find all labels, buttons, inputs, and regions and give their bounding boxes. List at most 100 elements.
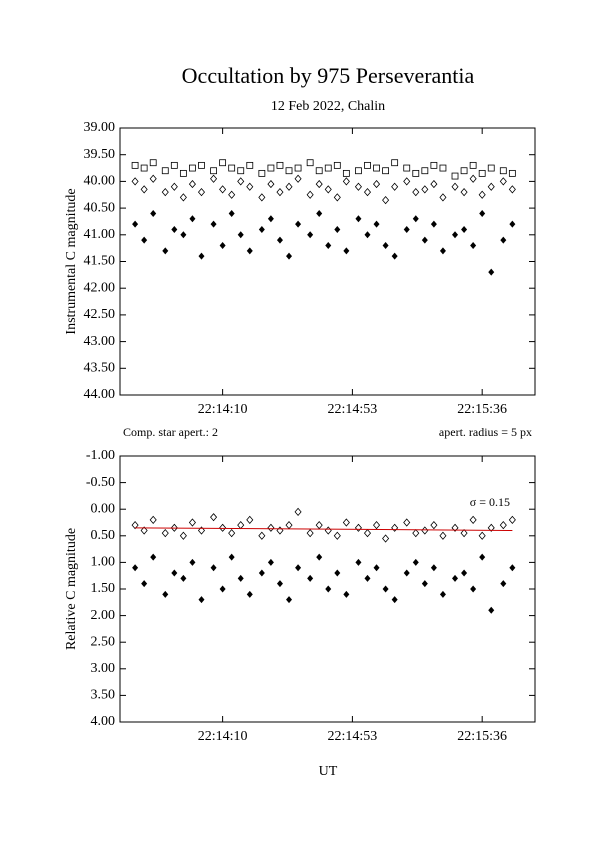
point <box>210 220 217 228</box>
chart-title: Occultation by 975 Perseverantia <box>182 63 475 88</box>
point <box>439 164 447 172</box>
point <box>294 507 302 516</box>
point <box>286 252 293 260</box>
point <box>197 187 206 197</box>
point <box>421 580 428 588</box>
y-tick-label: 4.00 <box>91 714 116 729</box>
point <box>509 564 516 572</box>
point <box>460 167 468 175</box>
point <box>355 167 362 175</box>
y-tick-label: 42.50 <box>84 307 116 322</box>
point <box>237 167 245 175</box>
point <box>488 606 495 614</box>
point <box>391 523 399 532</box>
y-tick-label: 1.00 <box>91 555 116 570</box>
point <box>316 553 323 561</box>
point <box>246 161 254 169</box>
point <box>452 574 459 582</box>
point <box>412 215 419 223</box>
point <box>460 187 468 197</box>
point <box>343 247 350 255</box>
point <box>487 523 495 532</box>
x-tick-label: 22:14:53 <box>328 729 378 744</box>
point <box>306 529 314 538</box>
x-tick-label: 22:14:10 <box>198 402 248 417</box>
point <box>141 236 148 244</box>
point <box>276 187 284 197</box>
point <box>179 531 187 540</box>
point <box>469 174 477 183</box>
point <box>439 531 447 540</box>
point <box>306 190 314 199</box>
point <box>188 179 196 189</box>
y-tick-label: 0.50 <box>91 528 116 543</box>
point <box>373 564 380 572</box>
point <box>364 574 371 582</box>
point <box>421 185 429 194</box>
y-tick-label: 2.50 <box>91 634 116 649</box>
point <box>267 215 274 223</box>
point <box>391 252 398 260</box>
point <box>140 185 148 194</box>
point <box>403 518 411 527</box>
point <box>161 167 169 175</box>
point <box>373 164 380 172</box>
y-tick-label: 43.00 <box>84 334 116 349</box>
point <box>412 187 420 197</box>
point <box>499 521 507 530</box>
point <box>131 161 139 169</box>
point <box>219 241 226 249</box>
point <box>373 179 381 189</box>
point <box>276 236 283 244</box>
point <box>162 590 169 598</box>
point <box>382 195 390 205</box>
point <box>197 526 206 535</box>
point <box>470 241 477 249</box>
point <box>325 585 332 593</box>
point <box>363 187 372 197</box>
point <box>391 159 399 167</box>
point <box>267 179 275 189</box>
point <box>333 193 341 202</box>
point <box>258 531 266 540</box>
point <box>364 161 371 169</box>
y-tick-label: 2.00 <box>91 608 116 623</box>
point <box>267 523 275 532</box>
y-tick-label: 1.50 <box>91 581 116 596</box>
point <box>391 596 398 604</box>
point <box>403 164 411 172</box>
point <box>354 182 362 191</box>
point <box>478 169 486 177</box>
point <box>295 564 302 572</box>
point <box>267 558 274 566</box>
point <box>430 161 438 169</box>
point <box>307 231 314 239</box>
point <box>219 185 227 194</box>
chart-subtitle: 12 Feb 2022, Chalin <box>271 99 385 114</box>
point <box>342 169 350 177</box>
point <box>479 553 486 561</box>
point <box>500 236 507 244</box>
point <box>430 220 437 228</box>
point <box>162 247 169 255</box>
point <box>334 225 341 233</box>
point <box>150 553 157 561</box>
point <box>470 585 477 593</box>
point <box>161 529 169 538</box>
point <box>228 164 236 172</box>
y-tick-label: 43.50 <box>84 361 116 376</box>
point <box>355 215 362 223</box>
point <box>171 225 178 233</box>
point <box>333 161 341 169</box>
point <box>237 231 244 239</box>
point <box>412 169 420 177</box>
point <box>198 596 205 604</box>
y-axis-label: Relative C magnitude <box>64 528 79 650</box>
point <box>189 215 196 223</box>
fit-line <box>135 527 513 531</box>
point <box>141 580 148 588</box>
point <box>403 225 410 233</box>
point <box>508 515 516 524</box>
annotation: σ = 0.15 <box>470 495 510 509</box>
point <box>179 169 187 177</box>
